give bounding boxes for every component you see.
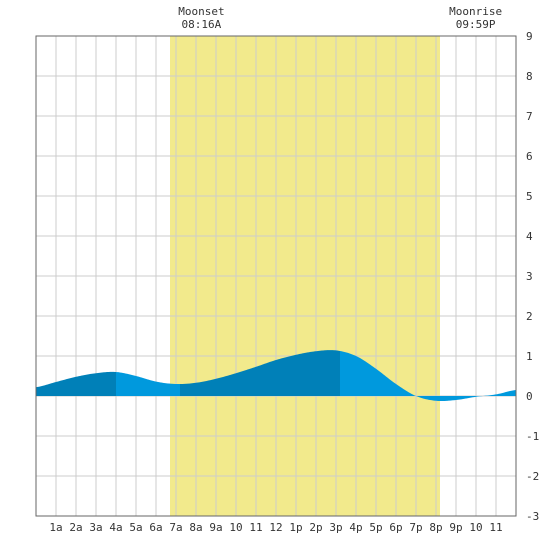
x-tick-label: 7a <box>169 521 182 534</box>
plot-border <box>35 35 517 517</box>
x-tick-label: 7p <box>409 521 422 534</box>
x-tick-label: 1p <box>289 521 302 534</box>
x-tick-label: 3p <box>329 521 342 534</box>
x-tick-label: 6a <box>149 521 162 534</box>
y-tick-labels: -3 -2 -1 0 1 2 3 4 5 6 7 8 9 <box>526 30 539 523</box>
y-tick-label: 3 <box>526 270 533 283</box>
x-tick-labels: 1a 2a 3a 4a 5a 6a 7a 8a 9a 10 11 12 1p 2p 3p 4p 5p 6p 7p 8p… <box>49 521 502 534</box>
tide-area-segment <box>180 350 340 396</box>
x-tick-label: 9p <box>449 521 462 534</box>
tide-area-segment <box>36 371 116 396</box>
y-tick-label: -2 <box>526 470 539 483</box>
moon-event-name: Moonrise <box>449 5 502 18</box>
y-tick-label: 7 <box>526 110 533 123</box>
tide-area-segment <box>340 351 516 402</box>
y-tick-label: 0 <box>526 390 533 403</box>
x-tick-label: 8a <box>189 521 202 534</box>
moon-event-name: Moonset <box>178 5 224 18</box>
tide-area-layer <box>36 350 516 402</box>
x-tick-label: 2p <box>309 521 322 534</box>
x-tick-label: 6p <box>389 521 402 534</box>
y-tick-label: -3 <box>526 510 539 523</box>
x-tick-label: 12 <box>269 521 282 534</box>
x-tick-label: 10 <box>229 521 242 534</box>
x-tick-label: 4p <box>349 521 362 534</box>
moon-event-time: 09:59P <box>456 18 496 31</box>
y-tick-label: 2 <box>526 310 533 323</box>
y-tick-label: -1 <box>526 430 539 443</box>
moon-event-time: 08:16A <box>182 18 222 31</box>
y-tick-label: 9 <box>526 30 533 43</box>
y-tick-label: 6 <box>526 150 533 163</box>
grid-layer <box>36 36 516 516</box>
x-tick-label: 11 <box>249 521 262 534</box>
x-tick-label: 1a <box>49 521 62 534</box>
x-tick-label: 4a <box>109 521 122 534</box>
x-tick-label: 5a <box>129 521 142 534</box>
y-tick-label: 5 <box>526 190 533 203</box>
x-tick-label: 9a <box>209 521 222 534</box>
x-tick-label: 2a <box>69 521 82 534</box>
y-tick-label: 8 <box>526 70 533 83</box>
x-tick-label: 10 <box>469 521 482 534</box>
tide-area-segment <box>116 372 180 396</box>
x-tick-label: 3a <box>89 521 102 534</box>
y-tick-label: 1 <box>526 350 533 363</box>
x-tick-label: 11 <box>489 521 502 534</box>
x-tick-label: 5p <box>369 521 382 534</box>
y-tick-label: 4 <box>526 230 533 243</box>
x-tick-label: 8p <box>429 521 442 534</box>
